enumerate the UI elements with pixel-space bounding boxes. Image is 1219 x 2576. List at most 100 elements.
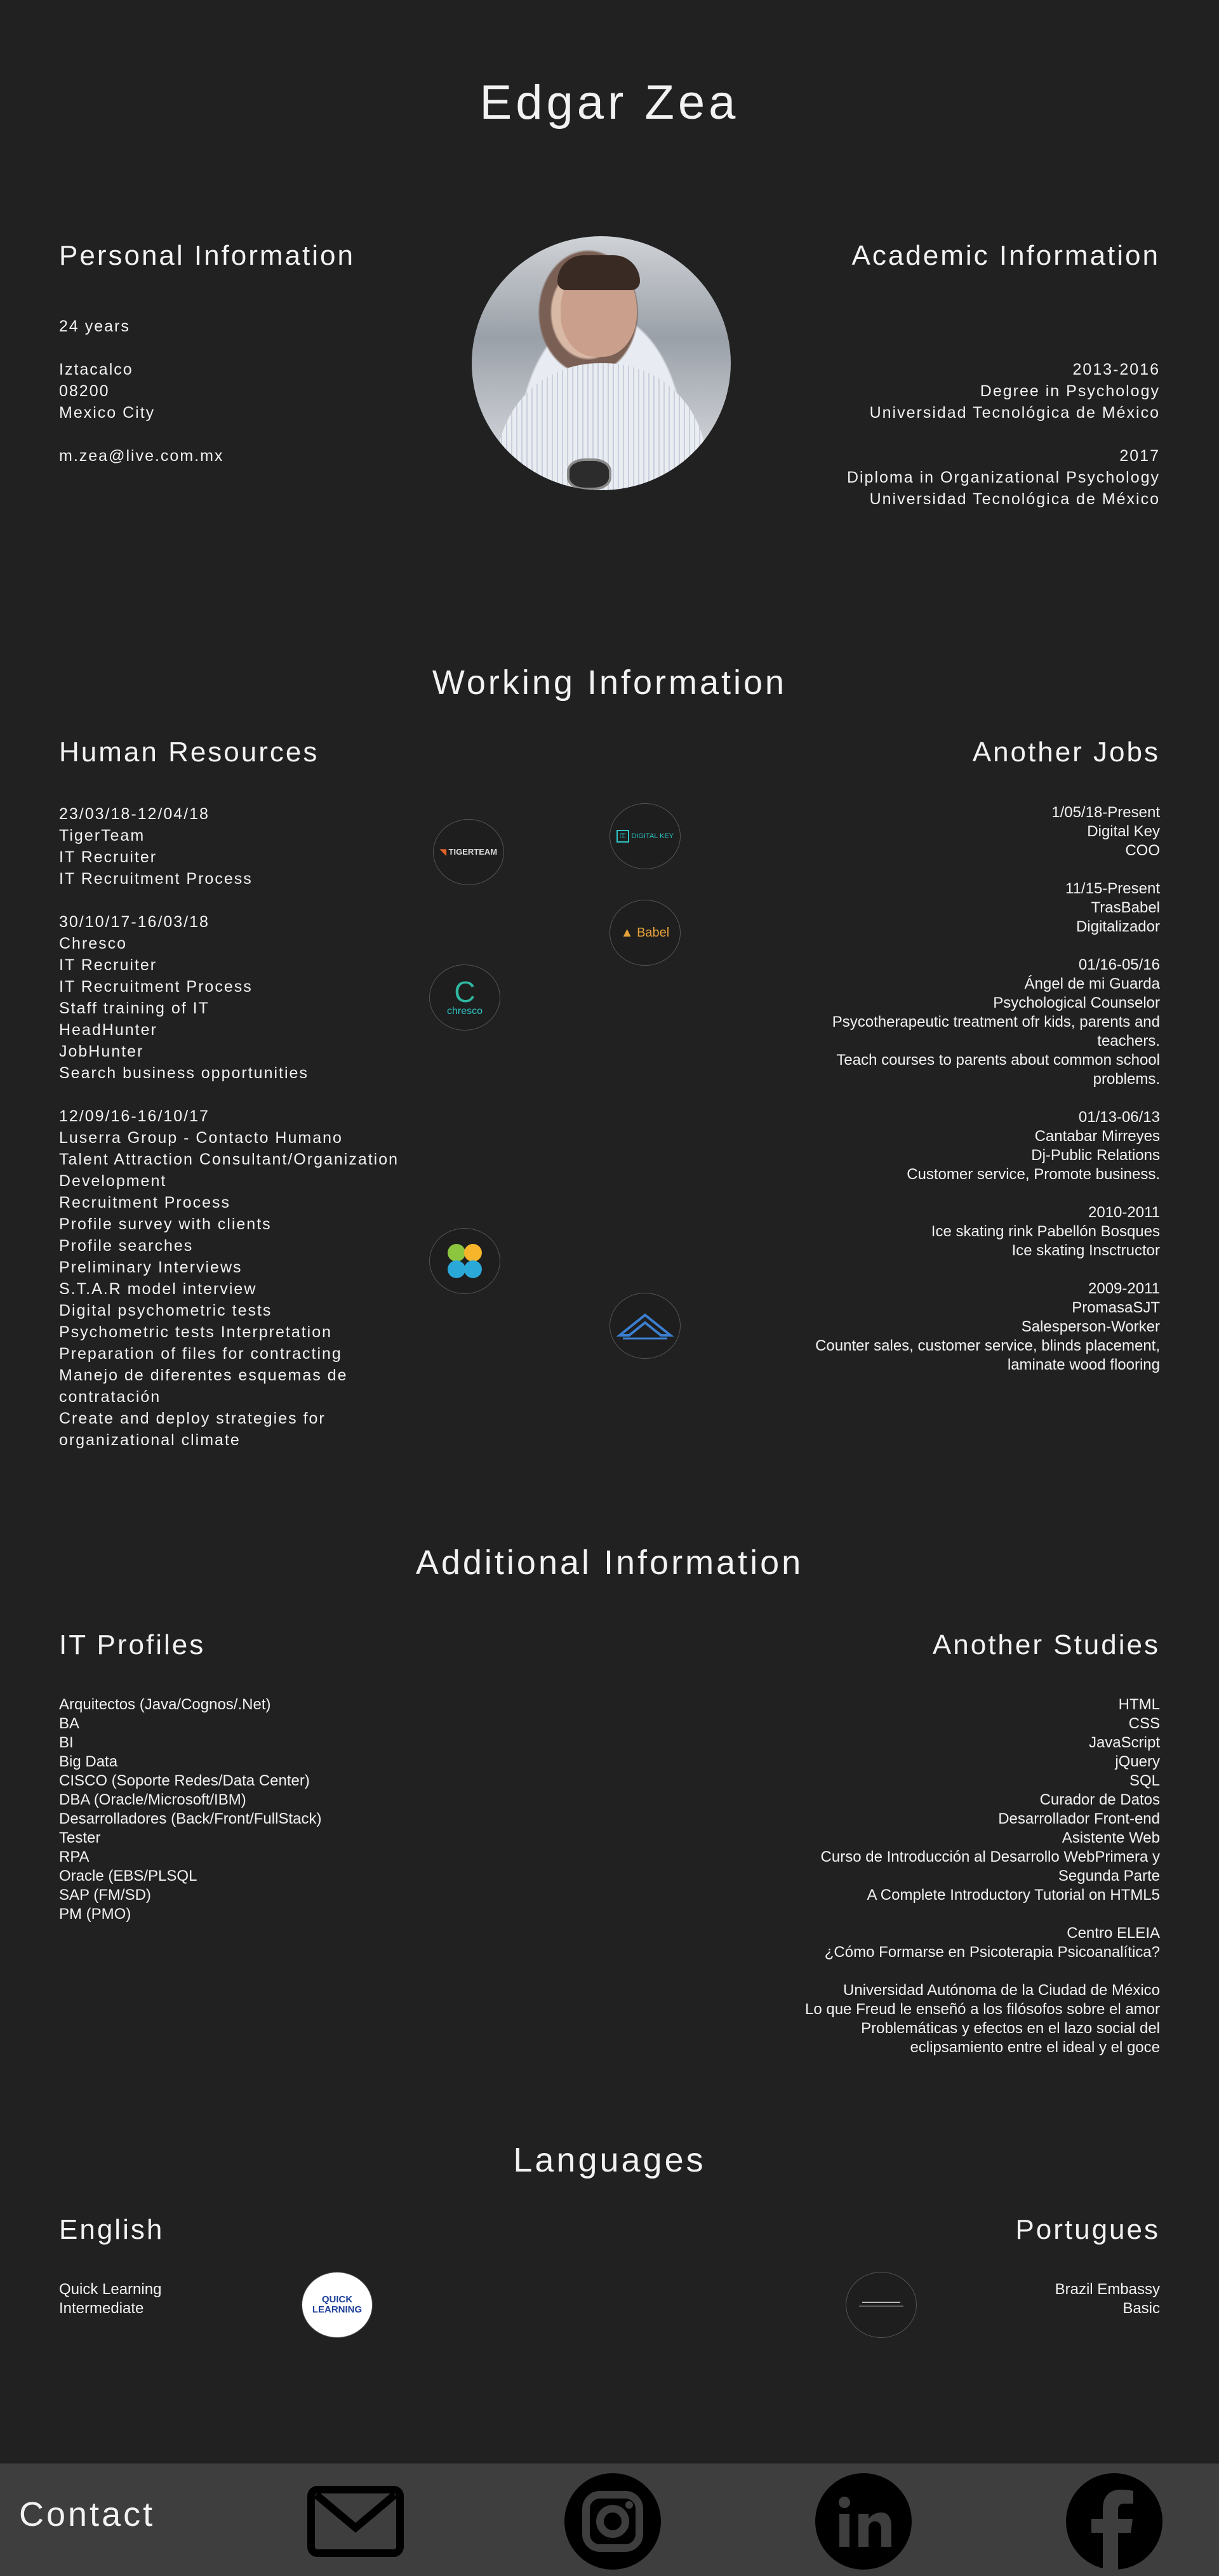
hr-job-line: Recruitment Process [59,1194,231,1211]
age-text: 24 years [59,317,130,335]
other-job-line: 11/15-Present [1065,880,1160,897]
personal-info-details: 24 years Iztacalco 08200 Mexico City m.z… [59,316,223,467]
academic-years: 2013-2016 [1072,361,1160,378]
study-item: Asistente Web [1062,1829,1160,1846]
address-line: Mexico City [59,404,156,422]
another-studies-list: HTML CSS JavaScript jQuery SQL Curador de Dat… [805,1695,1160,2057]
academic-info-heading: Academic Information [851,240,1160,271]
digital-key-logo: ⚿ DIGITAL KEY [610,803,681,869]
hr-job-line: Chresco [59,935,128,952]
academic-degree: Diploma in Organizational Psychology [846,469,1160,486]
other-job-line: Psychological Counselor [993,994,1160,1011]
hr-job-line: Profile searches [59,1237,194,1255]
hr-job-line: IT Recruiter [59,848,157,866]
mail-icon[interactable] [305,2471,406,2572]
study-item: eclipsamiento entre el ideal y el goce [910,2039,1160,2056]
chresco-logo: C chresco [429,964,500,1031]
academic-info-details: 2013-2016 Degree in Psychology Universid… [847,359,1160,510]
other-job-line: Ice skating rink Pabellón Bosques [931,1223,1160,1240]
other-job-line: 01/16-05/16 [1078,956,1160,973]
hr-job-line: 12/09/16-16/10/17 [59,1107,210,1125]
address-line: 08200 [59,382,110,400]
portuguese-level: Basic [1122,2300,1160,2317]
contact-title: Contact [19,2495,156,2533]
profile-photo [472,236,731,490]
it-profile-item: SAP (FM/SD) [59,1886,151,1904]
hr-job-line: contratación [59,1388,161,1406]
other-job-line: Digitalizador [1076,918,1160,935]
it-profile-item: Oracle (EBS/PLSQL [59,1867,197,1885]
study-item: Desarrollador Front-end [998,1810,1160,1827]
working-info-heading: Working Information [432,664,787,702]
page-title: Edgar Zea [479,76,740,130]
facebook-icon[interactable] [1063,2471,1165,2572]
study-item: JavaScript [1088,1734,1160,1751]
study-item: Curso de Introducción al Desarrollo WebP… [820,1848,1160,1865]
other-job-line: PromasaSJT [1072,1299,1160,1316]
portuguese-details: Brazil Embassy Basic [1055,2280,1160,2318]
other-job-line: COO [1125,842,1160,859]
academic-degree: Degree in Psychology [980,382,1160,400]
it-profile-item: Desarrolladores (Back/Front/FullStack) [59,1810,322,1827]
instagram-icon[interactable] [562,2471,663,2572]
other-job-line: Customer service, Promote business. [907,1166,1160,1183]
another-jobs-heading: Another Jobs [972,737,1160,768]
it-profile-item: RPA [59,1848,90,1865]
academic-school: Universidad Tecnológica de México [869,404,1160,422]
study-item: Universidad Autónoma de la Ciudad de Méx… [843,1982,1160,1999]
academic-years: 2017 [1119,447,1160,465]
english-school: Quick Learning [59,2281,162,2298]
hr-job-line: Create and deploy strategies for [59,1410,326,1427]
it-profiles-heading: IT Profiles [59,1629,206,1660]
study-item: CSS [1128,1715,1160,1732]
other-job-line: TrasBabel [1091,899,1161,916]
it-profile-item: BI [59,1734,74,1751]
chresco-logo-text: chresco [446,1006,483,1017]
english-details: Quick Learning Intermediate [59,2280,161,2318]
hr-job-line: IT Recruitment Process [59,870,253,888]
study-item: Curador de Datos [1039,1791,1160,1808]
email-link[interactable]: m.zea@live.com.mx [59,447,224,465]
digital-key-logo-text: DIGITAL KEY [631,832,674,840]
portuguese-school: Brazil Embassy [1055,2281,1160,2298]
another-jobs-list: 1/05/18-Present Digital Key COO 11/15-Prese… [815,803,1160,1375]
hr-job-line: TigerTeam [59,827,145,844]
study-item: Segunda Parte [1058,1867,1160,1885]
hr-job-line: Talent Attraction Consultant/Organizatio… [59,1151,399,1168]
hr-job-line: Profile survey with clients [59,1215,272,1233]
hr-job-line: HeadHunter [59,1021,157,1039]
other-job-line: Dj-Public Relations [1031,1147,1160,1164]
academic-school: Universidad Tecnológica de México [869,490,1160,508]
it-profile-item: PM (PMO) [59,1905,131,1923]
brazil-embassy-logo [846,2272,917,2338]
it-profile-item: CISCO (Soporte Redes/Data Center) [59,1772,310,1789]
quick-learning-logo-text: QUICK LEARNING [312,2294,363,2315]
tigerteam-logo: ◥ TIGERTEAM [433,819,504,885]
it-profile-item: Arquitectos (Java/Cognos/.Net) [59,1696,271,1713]
other-job-line: problems. [1093,1071,1160,1088]
other-job-line: Ice skating Insctructor [1011,1242,1160,1259]
english-heading: English [59,2214,164,2245]
human-resources-heading: Human Resources [59,737,319,768]
other-job-line: 2010-2011 [1088,1204,1160,1221]
linkedin-icon[interactable] [813,2471,914,2572]
hr-job-line: Staff training of IT [59,999,210,1017]
other-job-line: 2009-2011 [1088,1280,1160,1297]
it-profiles-list: Arquitectos (Java/Cognos/.Net) BA BI Big Da… [59,1695,321,1924]
additional-info-heading: Additional Information [415,1544,804,1582]
other-job-line: Counter sales, customer service, blinds … [815,1337,1160,1354]
other-job-line: teachers. [1097,1032,1160,1050]
hr-job-line: Manejo de diferentes esquemas de [59,1366,348,1384]
quick-learning-logo: QUICK LEARNING [302,2272,373,2338]
another-studies-heading: Another Studies [932,1629,1160,1660]
promasa-logo [610,1293,681,1359]
other-job-line: Salesperson-Worker [1021,1318,1160,1335]
tigerteam-logo-text: TIGERTEAM [448,847,498,857]
hr-job-line: Luserra Group - Contacto Humano [59,1129,343,1147]
hr-job-line: Search business opportunities [59,1064,309,1082]
other-job-line: Ángel de mi Guarda [1024,975,1160,992]
hr-job-line: Development [59,1172,167,1190]
other-job-line: Teach courses to parents about common sc… [836,1051,1160,1069]
hr-job-line: Digital psychometric tests [59,1302,272,1319]
hr-job-line: IT Recruiter [59,956,157,974]
